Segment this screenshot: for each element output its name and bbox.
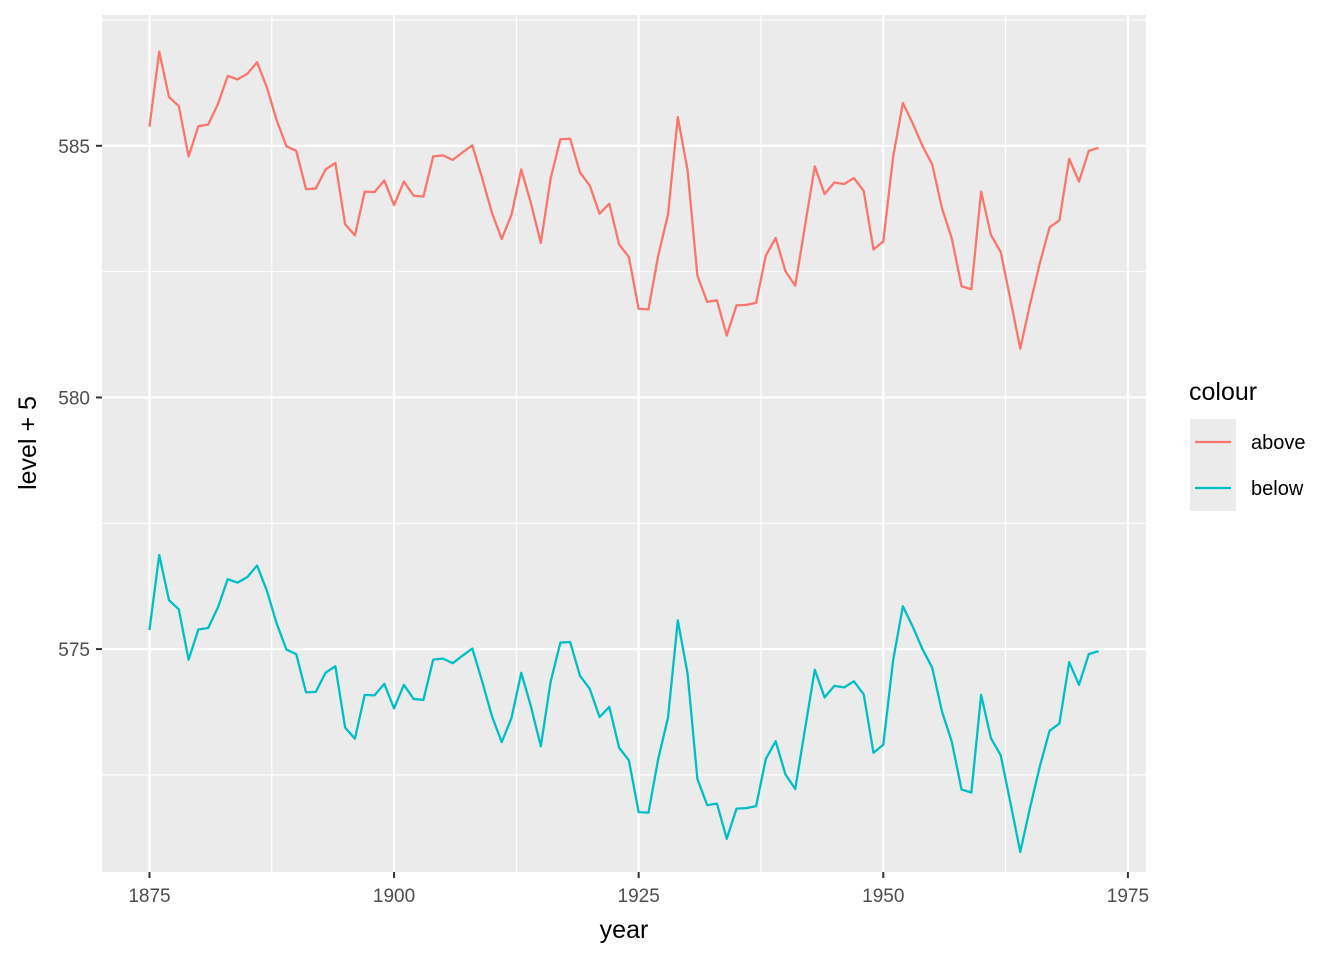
x-tick-label: 1875 [128, 886, 170, 907]
legend-label-above: above [1251, 432, 1306, 454]
series-line-above [148, 50, 1099, 350]
legend-label-below: below [1251, 478, 1304, 500]
y-axis-title: level + 5 [14, 396, 42, 490]
plot-panel [102, 15, 1146, 872]
minor-gridlines [102, 15, 1146, 872]
x-tick-label: 1925 [618, 886, 660, 907]
series-lines [148, 50, 1099, 854]
x-axis: 1875 1900 1925 1950 1975 [128, 872, 1149, 907]
y-tick-label: 575 [58, 640, 90, 661]
series-line-below [148, 553, 1099, 854]
major-gridlines [102, 15, 1146, 872]
y-tick-label: 585 [58, 137, 90, 158]
x-tick-label: 1950 [862, 886, 904, 907]
x-tick-label: 1975 [1107, 886, 1149, 907]
x-tick-label: 1900 [373, 886, 415, 907]
legend-title: colour [1189, 378, 1257, 406]
x-axis-title: year [600, 916, 649, 944]
legend: colour above below [1189, 378, 1306, 511]
y-tick-label: 580 [58, 388, 90, 409]
y-axis: 575 580 585 [58, 137, 102, 661]
